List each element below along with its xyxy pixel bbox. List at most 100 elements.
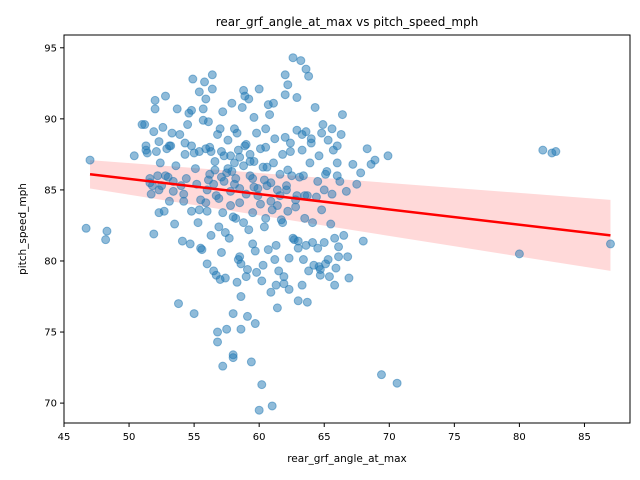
y-tick-label: 95 (44, 43, 57, 54)
data-point (323, 135, 333, 145)
data-point (188, 74, 198, 84)
data-point (308, 218, 318, 228)
data-point (538, 145, 548, 155)
y-tick-label: 90 (44, 114, 57, 125)
data-point (319, 185, 329, 195)
data-point (231, 174, 241, 184)
data-point (261, 124, 271, 134)
data-point (265, 110, 275, 120)
data-point (297, 145, 307, 155)
data-point (196, 243, 206, 253)
data-point (263, 245, 273, 255)
data-point (370, 155, 380, 165)
data-point (352, 179, 362, 189)
data-point (189, 309, 199, 319)
data-point (187, 105, 197, 115)
data-point (153, 171, 163, 181)
x-tick-label: 85 (578, 432, 591, 443)
data-point (284, 284, 294, 294)
data-point (285, 138, 295, 148)
data-point (236, 324, 246, 334)
data-point (304, 266, 314, 276)
data-point (255, 144, 265, 154)
data-point (85, 155, 95, 165)
data-point (300, 213, 310, 223)
data-point (298, 171, 308, 181)
data-point (317, 205, 327, 215)
data-point (207, 84, 217, 94)
data-point (323, 255, 333, 265)
data-point (210, 156, 220, 166)
data-point (167, 128, 177, 138)
data-point (301, 240, 311, 250)
confidence-band-layer (90, 160, 611, 271)
data-point (164, 141, 174, 151)
data-point (248, 208, 258, 218)
data-point (170, 219, 180, 229)
data-point (201, 198, 211, 208)
data-point (198, 104, 208, 114)
data-point (250, 319, 260, 329)
data-point (207, 70, 217, 80)
data-point (215, 274, 225, 284)
data-point (159, 206, 169, 216)
data-point (239, 161, 249, 171)
data-point (332, 171, 342, 181)
x-axis-label: rear_grf_angle_at_max (287, 453, 407, 465)
data-point (266, 287, 276, 297)
data-point (341, 186, 351, 196)
data-point (280, 70, 290, 80)
data-point (171, 161, 181, 171)
data-point (223, 135, 233, 145)
data-point (268, 158, 278, 168)
data-point (228, 353, 238, 363)
data-point (605, 239, 615, 249)
data-point (228, 212, 238, 222)
data-point (376, 370, 386, 380)
data-point (189, 148, 199, 158)
data-point (337, 110, 347, 120)
data-point (154, 137, 164, 147)
chart-title: rear_grf_angle_at_max vs pitch_speed_mph (216, 15, 479, 29)
data-point (261, 213, 271, 223)
confidence-band (90, 160, 611, 271)
data-point (248, 239, 258, 249)
data-point (149, 229, 159, 239)
data-point (218, 208, 228, 218)
data-point (158, 122, 168, 132)
data-point (392, 378, 402, 388)
x-tick-label: 65 (318, 432, 331, 443)
x-tick-label: 45 (58, 432, 71, 443)
data-point (283, 80, 293, 90)
data-point (331, 263, 341, 273)
x-axis-ticks: 45 50 55 60 65 70 75 80 85 (58, 423, 591, 443)
data-point (332, 141, 342, 151)
data-point (293, 236, 303, 246)
axes-frame (63, 34, 631, 424)
data-point (291, 202, 301, 212)
data-point (241, 272, 251, 282)
data-point (304, 71, 314, 81)
data-point (213, 327, 223, 337)
data-point (151, 147, 161, 157)
data-point (257, 380, 267, 390)
data-point (101, 235, 111, 245)
data-point (271, 240, 281, 250)
data-point (102, 226, 112, 236)
data-point (140, 120, 150, 130)
y-tick-label: 75 (44, 328, 57, 339)
data-point (180, 138, 190, 148)
data-point (296, 56, 306, 66)
regression-layer (89, 173, 611, 237)
data-point (266, 178, 276, 188)
data-point (302, 297, 312, 307)
data-point (318, 120, 328, 130)
data-point (283, 206, 293, 216)
data-point (236, 292, 246, 302)
data-point (200, 77, 210, 87)
data-point (229, 124, 239, 134)
x-tick-label: 60 (253, 432, 266, 443)
data-point (206, 147, 216, 157)
data-point (298, 255, 308, 265)
y-tick-label: 80 (44, 256, 57, 267)
